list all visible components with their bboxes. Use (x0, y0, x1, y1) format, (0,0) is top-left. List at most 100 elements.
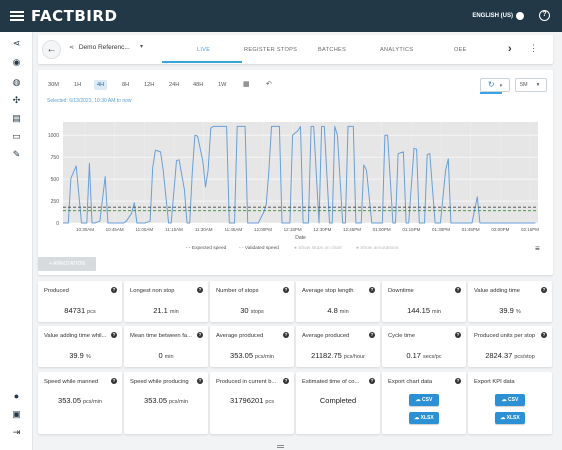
info-icon[interactable]: ? (283, 287, 289, 293)
export-chart-csv-button[interactable]: ☁ CSV (409, 394, 439, 406)
refresh-button[interactable]: ↻ ▾ (480, 78, 510, 92)
kpi-value-row: 144.15 min (382, 306, 466, 315)
info-icon[interactable]: ? (111, 332, 117, 338)
legend-show-annotations[interactable]: ● Show annotations (356, 246, 398, 251)
left-nav: ⋖ ◉ ◍ ✣ ▤ ▭ ✎ ● ▣ ⇥ (0, 32, 33, 450)
range-30m[interactable]: 30M (48, 82, 59, 88)
logout-icon[interactable]: ⇥ (12, 427, 21, 437)
export-chart-xlsx-button[interactable]: ☁ XLSX (409, 412, 439, 424)
refresh-icon: ↻ (487, 80, 495, 89)
info-icon[interactable]: ? (455, 332, 461, 338)
menu-icon[interactable] (10, 9, 24, 23)
language-selector[interactable]: ENGLISH (US) (472, 12, 524, 20)
more-vert-icon[interactable]: ⋮ (529, 43, 538, 53)
range-4h[interactable]: 4H (94, 80, 108, 90)
signal-icon[interactable]: ◉ (12, 57, 21, 67)
info-icon[interactable]: ? (369, 378, 375, 384)
tab-oee[interactable]: OEE (454, 47, 467, 53)
x-tick-label: 12:45PM (343, 227, 361, 232)
legend-show-stops[interactable]: ● Show stops on chart (294, 246, 342, 251)
language-label: ENGLISH (US) (472, 13, 513, 19)
range-8h[interactable]: 8H (122, 82, 130, 88)
add-annotation-button[interactable]: + ANNOTATION (38, 257, 96, 271)
undo-icon[interactable]: ↶ (266, 81, 272, 88)
kpi-unit: pcs (87, 309, 96, 315)
legend-validated-speed[interactable]: ‑ ‑ Validated speed (239, 246, 279, 251)
info-icon[interactable]: ? (111, 378, 117, 384)
documents-icon[interactable]: ▤ (12, 113, 21, 123)
export-kpi-csv-button[interactable]: ☁ CSV (495, 394, 525, 406)
tab-register-stops[interactable]: REGISTER STOPS (244, 47, 298, 53)
active-tab-indicator (162, 61, 242, 63)
x-tick-label: 01:45PM (462, 227, 480, 232)
kpi-card: Speed while manned ? 353.05 pcs/min (38, 372, 122, 434)
export-title: Export chart data (388, 379, 433, 385)
cloud-download-icon: ☁ (500, 415, 506, 421)
range-48h[interactable]: 48H (193, 82, 204, 88)
info-icon[interactable]: ? (541, 287, 547, 293)
legend-menu-icon[interactable]: ≡ (535, 244, 540, 253)
kpi-value-row: 4.8 min (296, 306, 380, 315)
tab-analytics[interactable]: ANALYTICS (380, 47, 414, 53)
info-icon[interactable]: ? (369, 287, 375, 293)
wrench-icon[interactable]: ✎ (12, 149, 21, 159)
kpi-value: 144.15 (407, 306, 431, 315)
y-tick-label: 250 (51, 199, 60, 205)
kpi-unit: min (164, 354, 174, 360)
x-tick-label: 12:30PM (313, 227, 331, 232)
resize-handle[interactable] (277, 445, 284, 448)
export-kpi-xlsx-button[interactable]: ☁ XLSX (495, 412, 525, 424)
info-icon[interactable]: ? (283, 332, 289, 338)
info-icon[interactable]: ? (455, 287, 461, 293)
dashboard-icon[interactable]: ◍ (12, 77, 21, 87)
info-icon[interactable]: ? (111, 287, 117, 293)
legend-expected-speed[interactable]: ‑ ‑ Expected speed (186, 246, 226, 251)
monitor-icon[interactable]: ▭ (12, 131, 21, 141)
kpi-title: Mean time between fa... (130, 333, 192, 339)
chat-icon[interactable]: ▣ (12, 409, 21, 419)
info-icon[interactable]: ? (197, 378, 203, 384)
range-1h[interactable]: 1H (74, 82, 82, 88)
info-icon[interactable]: ? (197, 332, 203, 338)
cloud-download-icon: ☁ (415, 397, 421, 403)
device-name: Demo Referenc... (78, 44, 130, 51)
x-tick-label: 11:15AM (165, 227, 183, 232)
app-logo[interactable]: FACTBIRD (31, 7, 118, 25)
device-selector[interactable]: ⋖ Demo Referenc... (69, 44, 130, 51)
kpi-value: 21.1 (153, 306, 168, 315)
people-icon[interactable]: ● (13, 391, 20, 401)
range-1w[interactable]: 1W (218, 82, 227, 88)
share-icon[interactable]: ⋖ (12, 38, 21, 48)
legend-expected-swatch: ‑ ‑ (186, 246, 191, 251)
range-24h[interactable]: 24H (169, 82, 180, 88)
info-icon[interactable]: ? (197, 287, 203, 293)
kpi-unit: secs/pc (422, 354, 442, 360)
kpi-card: Average stop length ? 4.8 min (296, 281, 380, 322)
tab-live[interactable]: LIVE (197, 47, 211, 53)
kpi-value-row: 2824.37 pcs/stop (468, 351, 552, 360)
range-12h[interactable]: 12H (144, 82, 155, 88)
chevron-down-icon[interactable]: ▾ (140, 44, 144, 50)
interval-select[interactable]: 5M ▾ (515, 78, 547, 92)
kpi-value: 4.8 (327, 306, 338, 315)
production-line-chart[interactable]: 0 250 500 750 1000 10:30AM 10:45AM 11:00AM 11:15… (38, 110, 553, 245)
tab-batches[interactable]: BATCHES (318, 47, 347, 53)
y-tick-label: 0 (56, 221, 59, 227)
calendar-icon[interactable]: ▦ (243, 81, 250, 88)
back-button[interactable]: ← (42, 40, 61, 59)
kpi-card: Produced units per stop ? 2824.37 pcs/sto… (468, 326, 552, 367)
kpi-unit: min (169, 309, 179, 315)
help-icon[interactable]: ? (539, 10, 550, 21)
info-icon[interactable]: ? (455, 378, 461, 384)
chevron-right-icon[interactable]: › (508, 43, 512, 55)
chevron-down-icon: ▾ (536, 82, 540, 88)
info-icon[interactable]: ? (369, 332, 375, 338)
refresh-dropdown-icon[interactable]: ▾ (499, 83, 503, 89)
kpi-unit: pcs (265, 399, 274, 405)
legend-validated-swatch: ‑ ‑ (239, 246, 244, 251)
kpi-title: Average produced (302, 333, 350, 339)
info-icon[interactable]: ? (283, 378, 289, 384)
team-icon[interactable]: ✣ (12, 95, 21, 105)
info-icon[interactable]: ? (541, 332, 547, 338)
kpi-card: Downtime ? 144.15 min (382, 281, 466, 322)
